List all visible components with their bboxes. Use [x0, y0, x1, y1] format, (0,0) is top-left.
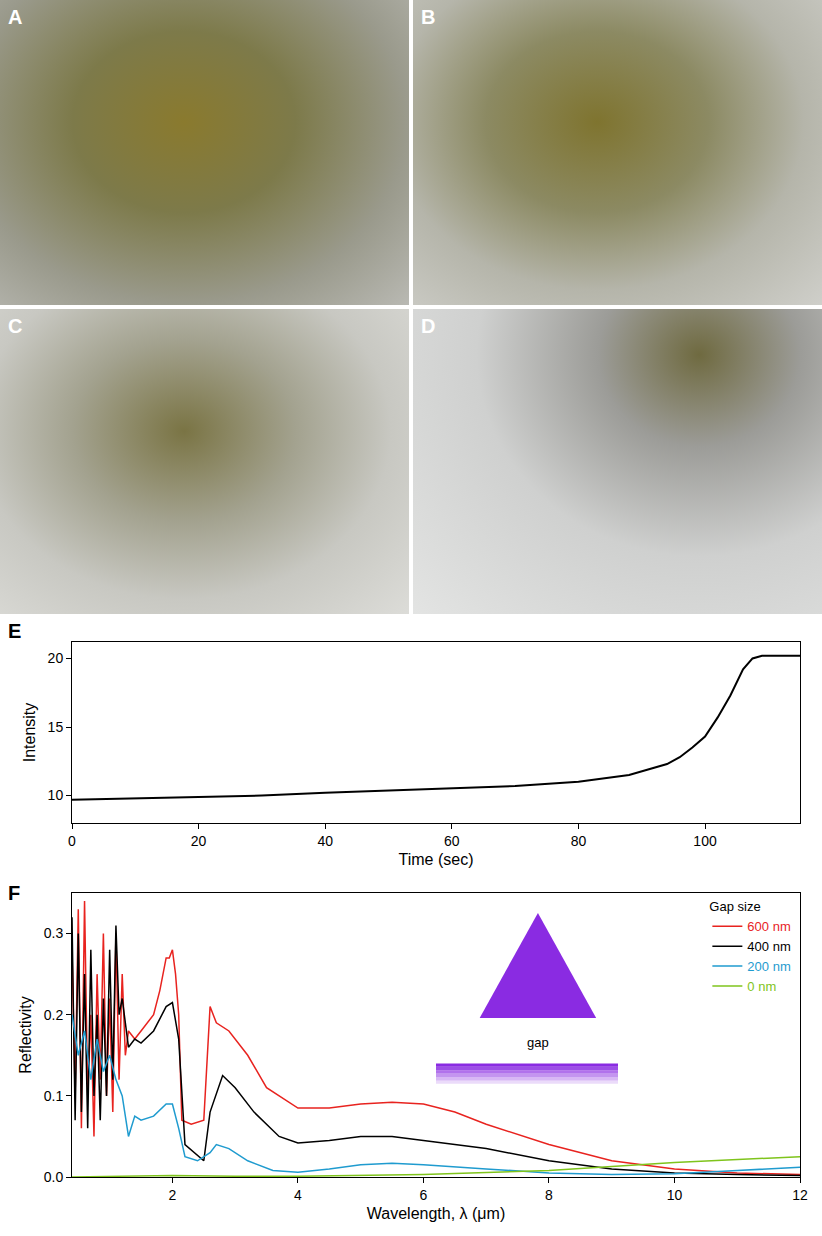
svg-text:20: 20: [48, 650, 64, 666]
svg-text:0.1: 0.1: [44, 1088, 64, 1104]
svg-text:Reflectivity: Reflectivity: [17, 996, 34, 1073]
svg-text:Intensity: Intensity: [21, 703, 38, 763]
html-text:A: A: [8, 6, 23, 28]
html-text:F: F: [8, 882, 21, 904]
svg-text:40: 40: [317, 833, 333, 849]
svg-text:0 nm: 0 nm: [747, 979, 776, 994]
svg-text:Wavelength, λ (μm): Wavelength, λ (μm): [367, 1205, 505, 1222]
svg-text:0.0: 0.0: [44, 1169, 64, 1185]
svg-text:2: 2: [169, 1187, 177, 1203]
svg-text:600 nm: 600 nm: [747, 919, 790, 934]
svg-text:6: 6: [420, 1187, 428, 1203]
html-text:D: D: [421, 315, 436, 337]
svg-text:400 nm: 400 nm: [747, 939, 790, 954]
svg-text:10: 10: [48, 787, 64, 803]
svg-text:100: 100: [693, 833, 717, 849]
svg-text:12: 12: [792, 1187, 808, 1203]
html-text:E: E: [8, 620, 22, 642]
html-text:C: C: [8, 315, 23, 337]
svg-text:0.3: 0.3: [44, 925, 64, 941]
svg-text:8: 8: [545, 1187, 553, 1203]
svg-text:Gap size: Gap size: [709, 899, 760, 914]
svg-text:10: 10: [667, 1187, 683, 1203]
html-text:B: B: [421, 6, 436, 28]
svg-text:60: 60: [444, 833, 460, 849]
svg-text:0.2: 0.2: [44, 1007, 64, 1023]
svg-text:0: 0: [68, 833, 76, 849]
svg-text:15: 15: [48, 719, 64, 735]
svg-text:80: 80: [571, 833, 587, 849]
svg-text:20: 20: [191, 833, 207, 849]
svg-text:gap: gap: [527, 1035, 549, 1050]
svg-text:Time (sec): Time (sec): [399, 851, 474, 868]
svg-text:4: 4: [294, 1187, 302, 1203]
svg-text:200 nm: 200 nm: [747, 959, 790, 974]
